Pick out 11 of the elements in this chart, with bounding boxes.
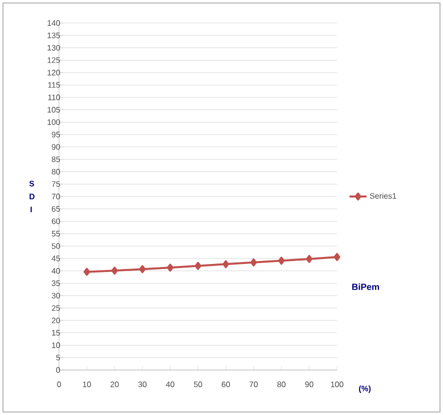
point — [278, 256, 285, 265]
point — [222, 260, 230, 268]
text: BiPem — [352, 283, 379, 290]
point — [166, 264, 174, 272]
point — [194, 262, 202, 270]
point — [139, 265, 146, 274]
point — [250, 258, 257, 266]
point — [334, 252, 340, 261]
point — [84, 268, 90, 276]
point — [306, 254, 312, 263]
point — [111, 266, 118, 275]
